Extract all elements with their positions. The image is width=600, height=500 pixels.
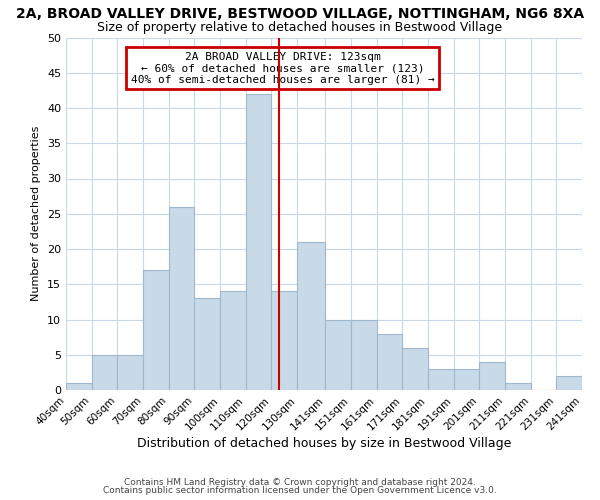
Bar bbox=[194, 298, 220, 390]
Bar bbox=[454, 369, 479, 390]
Bar bbox=[325, 320, 351, 390]
Text: Size of property relative to detached houses in Bestwood Village: Size of property relative to detached ho… bbox=[97, 21, 503, 34]
Text: Contains public sector information licensed under the Open Government Licence v3: Contains public sector information licen… bbox=[103, 486, 497, 495]
Bar bbox=[297, 242, 325, 390]
X-axis label: Distribution of detached houses by size in Bestwood Village: Distribution of detached houses by size … bbox=[137, 438, 511, 450]
Text: 2A BROAD VALLEY DRIVE: 123sqm
← 60% of detached houses are smaller (123)
40% of : 2A BROAD VALLEY DRIVE: 123sqm ← 60% of d… bbox=[131, 52, 434, 85]
Y-axis label: Number of detached properties: Number of detached properties bbox=[31, 126, 41, 302]
Bar bbox=[92, 355, 118, 390]
Bar bbox=[169, 206, 194, 390]
Bar bbox=[377, 334, 402, 390]
Text: Contains HM Land Registry data © Crown copyright and database right 2024.: Contains HM Land Registry data © Crown c… bbox=[124, 478, 476, 487]
Bar bbox=[118, 355, 143, 390]
Bar bbox=[351, 320, 377, 390]
Bar bbox=[556, 376, 582, 390]
Bar bbox=[428, 369, 454, 390]
Bar bbox=[505, 383, 530, 390]
Bar bbox=[271, 292, 297, 390]
Bar bbox=[246, 94, 271, 390]
Bar bbox=[479, 362, 505, 390]
Bar bbox=[220, 292, 246, 390]
Bar bbox=[143, 270, 169, 390]
Bar bbox=[402, 348, 428, 390]
Text: 2A, BROAD VALLEY DRIVE, BESTWOOD VILLAGE, NOTTINGHAM, NG6 8XA: 2A, BROAD VALLEY DRIVE, BESTWOOD VILLAGE… bbox=[16, 8, 584, 22]
Bar bbox=[66, 383, 92, 390]
